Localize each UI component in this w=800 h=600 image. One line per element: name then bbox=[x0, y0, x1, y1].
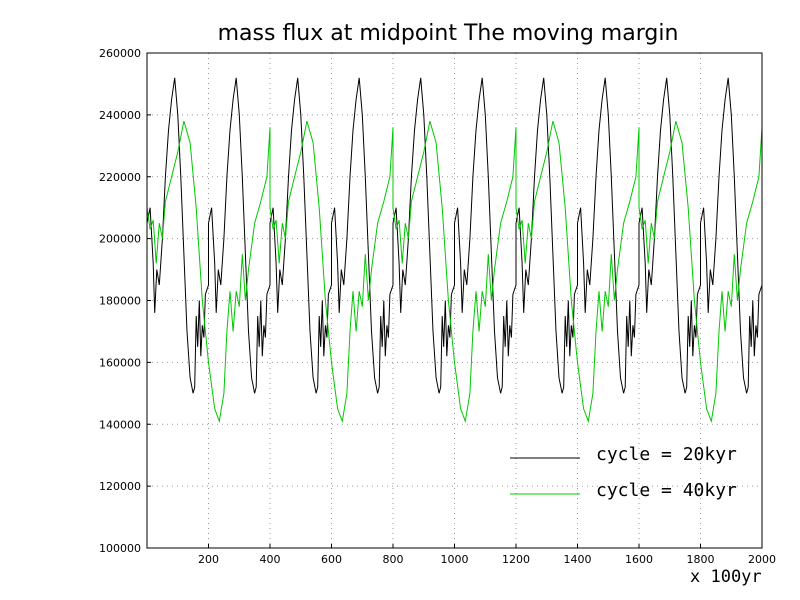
y-tick-label: 180000 bbox=[99, 295, 141, 308]
x-tick-label: 2000 bbox=[748, 553, 776, 566]
x-tick-label: 800 bbox=[383, 553, 404, 566]
series-line-1 bbox=[146, 77, 763, 394]
y-tick-label: 240000 bbox=[99, 109, 141, 122]
x-tick-label: 1200 bbox=[502, 553, 530, 566]
x-tick-label: 1000 bbox=[441, 553, 469, 566]
legend-label-1: cycle = 20kyr bbox=[596, 444, 737, 465]
legend-label-2: cycle = 40kyr bbox=[596, 480, 737, 501]
y-tick-label: 200000 bbox=[99, 233, 141, 246]
x-tick-label: 600 bbox=[321, 553, 342, 566]
y-tick-label: 160000 bbox=[99, 356, 141, 369]
x-axis-unit-label: x 100yr bbox=[690, 567, 762, 587]
x-tick-label: 1800 bbox=[687, 553, 715, 566]
legend: cycle = 20kyr cycle = 40kyr bbox=[510, 444, 737, 501]
series-layer bbox=[146, 77, 763, 424]
x-tick-label: 1400 bbox=[564, 553, 592, 566]
y-tick-label: 140000 bbox=[99, 418, 141, 431]
y-tick-label: 260000 bbox=[99, 47, 141, 60]
y-tick-label: 220000 bbox=[99, 171, 141, 184]
series-line-2 bbox=[146, 120, 763, 424]
x-tick-label: 1600 bbox=[625, 553, 653, 566]
chart-title: mass flux at midpoint The moving margin bbox=[218, 21, 679, 46]
y-tick-label: 120000 bbox=[99, 480, 141, 493]
x-tick-label: 200 bbox=[198, 553, 219, 566]
x-tick-label: 400 bbox=[260, 553, 281, 566]
axis-ticks: 200 400 600 800 1000 1200 1400 1600 1800 2000 1000… bbox=[99, 47, 776, 566]
y-tick-label: 100000 bbox=[99, 542, 141, 555]
